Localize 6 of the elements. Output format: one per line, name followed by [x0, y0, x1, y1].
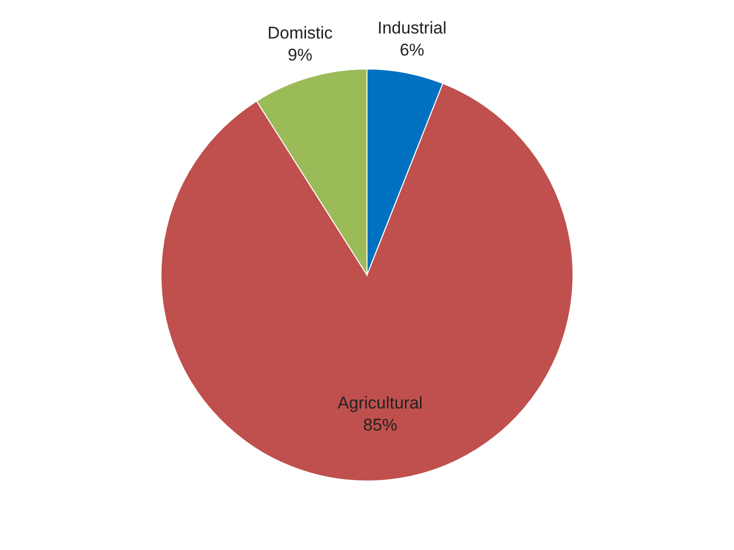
- data-label: 6%: [400, 40, 424, 60]
- data-label: 9%: [288, 46, 312, 65]
- slice-label: Industrial: [377, 18, 446, 38]
- slice-label: Agricultural: [338, 393, 423, 412]
- data-label: 85%: [363, 415, 398, 434]
- slice-label: Domistic: [267, 24, 334, 43]
